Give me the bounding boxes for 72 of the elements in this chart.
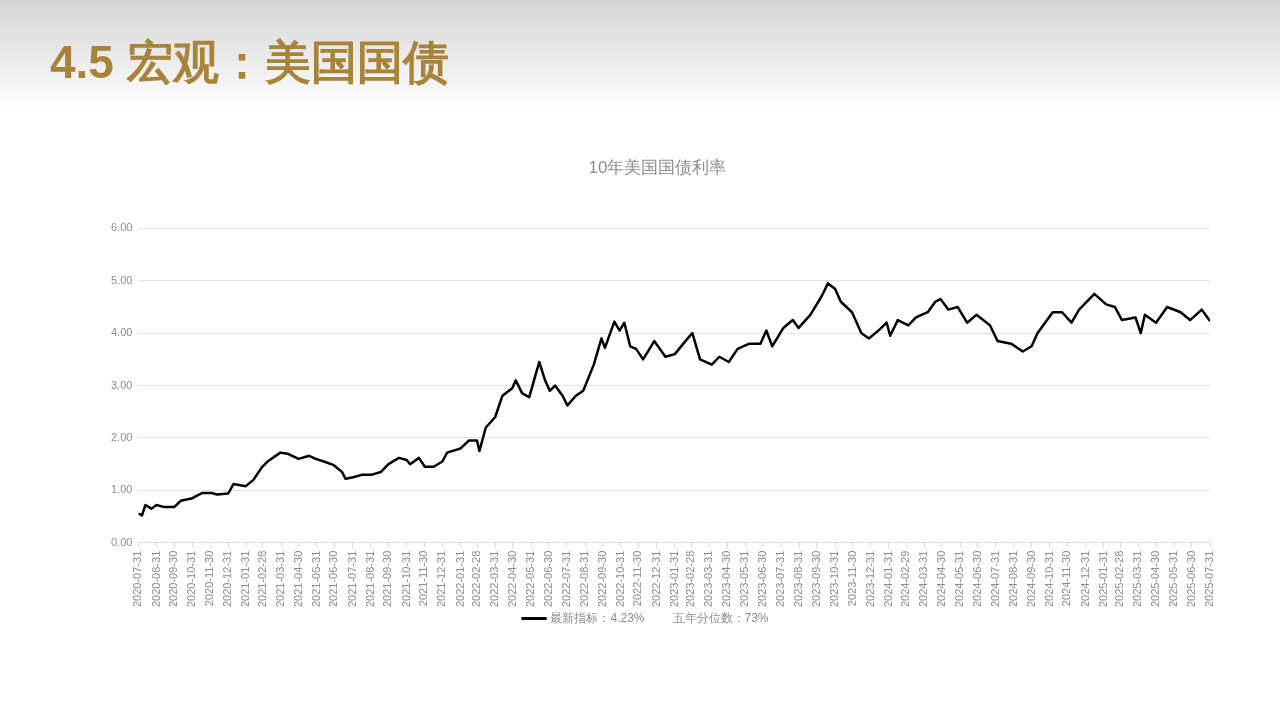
- x-tick-label: 2021-03-31: [274, 550, 287, 608]
- x-tick-label: 2021-02-28: [255, 550, 268, 608]
- x-tick-label: 2021-11-30: [417, 550, 430, 607]
- y-tick-label: 0.00: [110, 535, 133, 548]
- x-tick-label: 2020-10-31: [185, 550, 198, 608]
- x-tick-label: 2021-09-30: [381, 550, 394, 608]
- x-tick-label: 2023-06-30: [755, 550, 768, 608]
- x-tick-label: 2021-12-31: [435, 550, 448, 608]
- x-tick-label: 2022-09-30: [595, 550, 608, 608]
- x-tick-label: 2025-03-31: [1131, 550, 1144, 608]
- x-tick-label: 2022-08-31: [578, 550, 591, 608]
- x-tick-label: 2025-01-31: [1096, 550, 1109, 608]
- x-tick-label: 2023-01-31: [667, 550, 680, 608]
- y-tick-label: 2.00: [110, 430, 133, 443]
- x-tick-label: 2023-12-31: [863, 550, 876, 608]
- x-tick-label: 2024-08-31: [1007, 550, 1020, 608]
- x-tick-label: 2023-10-31: [828, 550, 841, 608]
- x-tick-label: 2023-07-31: [774, 550, 787, 608]
- y-tick-label: 6.00: [110, 221, 133, 234]
- x-tick-label: 2024-04-30: [934, 550, 947, 608]
- x-tick-label: 2024-06-30: [970, 550, 983, 608]
- y-tick-label: 4.00: [110, 326, 133, 339]
- chart-title: 4.5 宏观：美国国债: [50, 35, 449, 90]
- x-tick-label: 2025-04-30: [1149, 550, 1162, 608]
- x-tick-label: 2025-06-30: [1184, 550, 1197, 608]
- x-tick-label: 2024-07-31: [988, 550, 1001, 608]
- x-tick-label: 2022-12-31: [649, 550, 662, 608]
- x-tick-label: 2020-09-30: [167, 550, 180, 608]
- x-tick-label: 2024-10-31: [1042, 550, 1055, 608]
- x-tick-label: 2024-03-31: [917, 550, 930, 608]
- x-tick-label: 2023-09-30: [809, 550, 822, 608]
- text: 五年分位数：73%: [672, 610, 769, 627]
- x-tick-label: 2021-04-30: [291, 550, 304, 608]
- chart-subtitle: 10年美国国债利率: [588, 157, 727, 177]
- x-tick-label: 2020-12-31: [221, 550, 234, 608]
- x-tick-label: 2024-11-30: [1060, 550, 1073, 607]
- x-tick-label: 2022-11-30: [631, 550, 644, 607]
- x-tick-label: 2022-07-31: [559, 550, 572, 608]
- x-tick-label: 2025-05-31: [1167, 550, 1180, 608]
- x-tick-label: 2023-05-31: [738, 550, 751, 608]
- x-tick-label: 2022-03-31: [488, 550, 501, 608]
- x-tick-label: 2024-05-31: [953, 550, 966, 608]
- x-tick-label: 2023-11-30: [845, 550, 858, 607]
- x-tick-label: 2023-03-31: [702, 550, 715, 608]
- y-tick-label: 1.00: [110, 483, 133, 496]
- y-tick-label: 3.00: [110, 378, 133, 391]
- legend-label: 最新指标：4.23%: [550, 610, 645, 627]
- x-tick-label: 2020-08-31: [149, 550, 162, 608]
- x-tick-label: 2024-01-31: [882, 550, 895, 608]
- x-tick-label: 2024-12-31: [1078, 550, 1091, 608]
- x-tick-label: 2021-08-31: [363, 550, 376, 608]
- x-tick-label: 2021-06-30: [327, 550, 340, 608]
- x-tick-label: 2021-10-31: [399, 550, 412, 608]
- x-tick-label: 2022-01-31: [453, 550, 466, 608]
- x-tick-label: 2022-02-28: [470, 550, 483, 608]
- y-tick-label: 5.00: [110, 273, 133, 286]
- x-tick-label: 2021-07-31: [345, 550, 358, 608]
- x-tick-label: 2023-02-28: [684, 550, 697, 608]
- x-tick-label: 2023-08-31: [792, 550, 805, 608]
- x-tick-label: 2020-07-31: [131, 550, 144, 608]
- x-tick-label: 2021-01-31: [239, 550, 252, 608]
- x-tick-label: 2021-05-31: [309, 550, 322, 608]
- x-tick-label: 2022-05-31: [524, 550, 537, 608]
- x-tick-label: 2022-04-30: [505, 550, 518, 608]
- x-tick-label: 2020-11-30: [203, 550, 216, 607]
- x-tick-label: 2023-04-30: [720, 550, 733, 608]
- x-tick-label: 2022-06-30: [541, 550, 554, 608]
- x-tick-label: 2025-07-31: [1203, 550, 1216, 608]
- x-tick-label: 2022-10-31: [613, 550, 626, 608]
- x-tick-label: 2024-02-29: [899, 550, 912, 608]
- x-tick-label: 2024-09-30: [1024, 550, 1037, 608]
- x-tick-label: 2025-02-28: [1113, 550, 1126, 608]
